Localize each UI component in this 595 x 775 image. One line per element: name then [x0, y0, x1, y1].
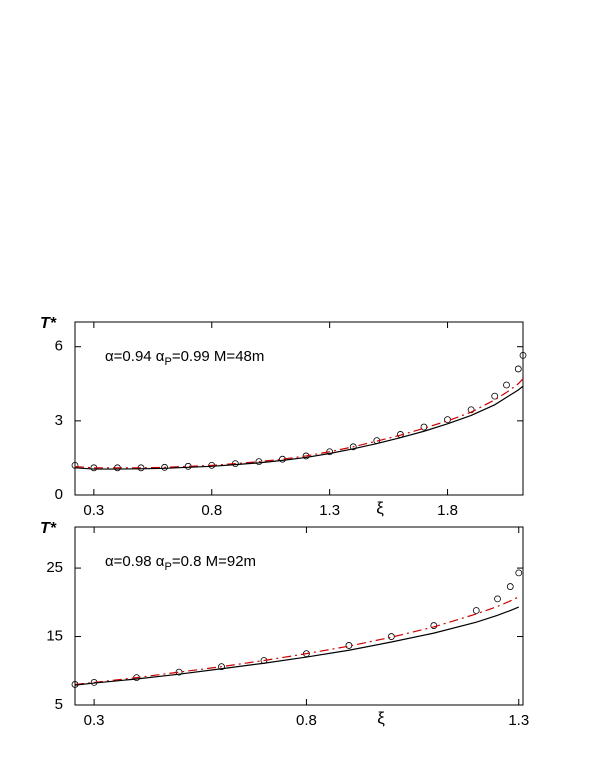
- line-series: [74, 385, 524, 470]
- annotation-part: =0.8 M=92m: [172, 553, 256, 570]
- x-tick-label: 0.3: [83, 502, 104, 519]
- y-tick-label: 25: [46, 559, 63, 576]
- annotation-part: =0.99 M=48m: [172, 348, 265, 365]
- x-tick-label: 1.3: [319, 502, 340, 519]
- x-tick-label: 0.8: [201, 502, 222, 519]
- x-tick-label: 1.3: [508, 712, 529, 729]
- x-tick-label: 0.3: [84, 712, 105, 729]
- data-point: [506, 583, 514, 590]
- data-point: [514, 365, 522, 373]
- y-tick-label: 15: [46, 628, 63, 645]
- data-point: [387, 633, 395, 640]
- line-series: [74, 596, 520, 686]
- data-point: [218, 663, 225, 671]
- annotation-part: α=0.98 α: [105, 553, 165, 570]
- data-point: [472, 607, 480, 614]
- y-tick-label: 0: [55, 486, 63, 503]
- panel: 0 3 6 0.3 0.8 1.3 1.8 T* ξ α=0.94 αP=0.99 M=48m: [40, 315, 527, 519]
- x-tick-label: 1.8: [437, 502, 458, 519]
- line-series: [74, 606, 519, 686]
- annotation-part: α=0.94 α: [105, 348, 165, 365]
- annotation: α=0.98 αP=0.8 M=92m: [105, 553, 256, 573]
- y-tick-label: 5: [55, 696, 63, 713]
- y-tick-label: 6: [55, 338, 63, 355]
- data-point: [519, 351, 527, 359]
- data-point: [349, 443, 357, 451]
- data-point: [503, 381, 510, 389]
- annotation-part: P: [164, 561, 171, 573]
- x-tick-label: 0.8: [296, 712, 317, 729]
- line-series: [74, 378, 524, 469]
- data-point: [494, 595, 501, 603]
- data-point: [345, 642, 353, 649]
- data-point: [255, 458, 263, 466]
- panel: 5 15 25 0.3 0.8 1.3 T* ξ α=0.98 αP=0.8 M=92m: [40, 520, 529, 729]
- annotation-part: P: [164, 356, 171, 368]
- y-axis-label: T*: [40, 315, 57, 332]
- plot-frame: [74, 526, 524, 706]
- y-tick-label: 3: [55, 412, 63, 429]
- x-axis-label: ξ: [376, 498, 384, 517]
- annotation: α=0.94 αP=0.99 M=48m: [105, 348, 264, 368]
- y-axis-label: T*: [40, 520, 57, 537]
- data-point: [491, 392, 499, 400]
- plot-frame: [74, 321, 524, 496]
- data-point: [515, 569, 523, 577]
- x-axis-label: ξ: [377, 708, 385, 727]
- data-point: [161, 463, 169, 471]
